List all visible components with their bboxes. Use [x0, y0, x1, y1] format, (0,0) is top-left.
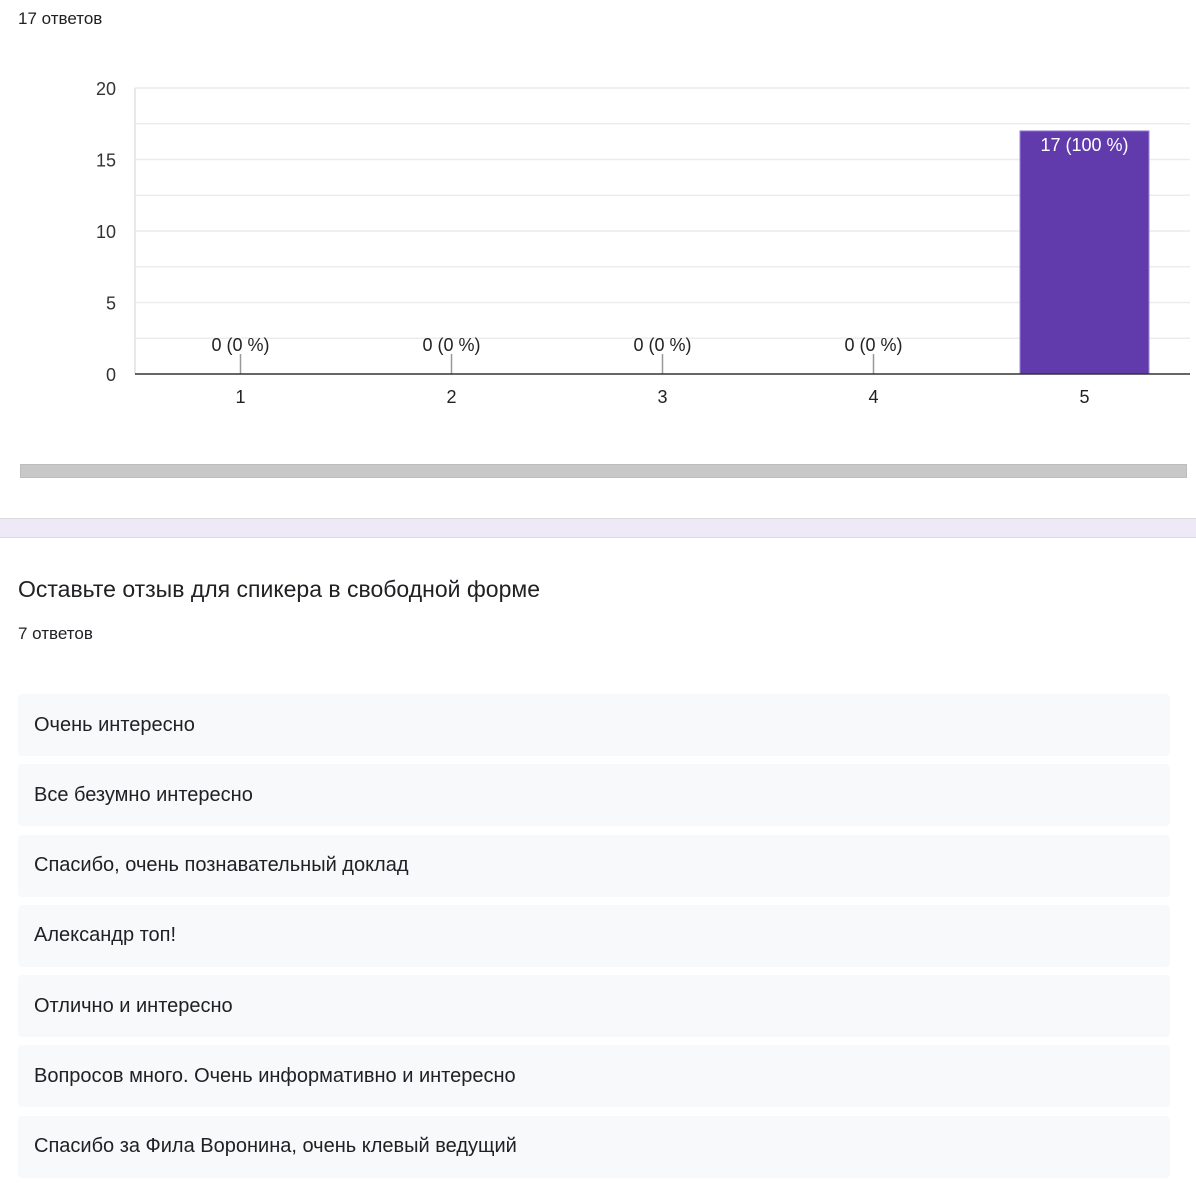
y-tick-label: 15 — [96, 151, 116, 171]
data-label: 0 (0 %) — [211, 335, 269, 355]
x-tick-label: 4 — [868, 387, 878, 407]
bar-chart: 0 5 10 15 20 0 (0 %) 1 0 (0 %) 2 0 (0 %) 3 0 (0 %) 4… — [96, 79, 1190, 407]
y-tick-label: 20 — [96, 79, 116, 99]
x-tick-label: 2 — [446, 387, 456, 407]
data-label: 0 (0 %) — [422, 335, 480, 355]
response-item: Очень интересно — [18, 694, 1170, 756]
y-tick-label: 10 — [96, 222, 116, 242]
question-response-count: 7 ответов — [18, 624, 93, 643]
horizontal-scrollbar[interactable] — [20, 464, 1187, 478]
data-label: 0 (0 %) — [633, 335, 691, 355]
section-divider — [0, 518, 1196, 538]
data-label: 17 (100 %) — [1040, 135, 1128, 155]
x-tick-label: 1 — [235, 387, 245, 407]
response-item: Все безумно интересно — [18, 764, 1170, 827]
y-tick-label: 0 — [106, 365, 116, 385]
x-tick-label: 3 — [657, 387, 667, 407]
response-item: Александр топ! — [18, 904, 1170, 967]
response-count: 17 ответов — [18, 9, 103, 28]
response-item: Вопросов много. Очень информативно и инт… — [18, 1045, 1170, 1108]
y-tick-label: 5 — [106, 294, 116, 314]
data-label: 0 (0 %) — [844, 335, 902, 355]
x-tick-label: 5 — [1079, 387, 1089, 407]
response-item: Спасибо за Фила Воронина, очень клевый в… — [18, 1115, 1170, 1178]
response-item: Спасибо, очень познавательный доклад — [18, 834, 1170, 897]
response-item: Отлично и интересно — [18, 975, 1170, 1038]
bar — [1019, 130, 1150, 375]
responses-list: Очень интересно Все безумно интересно Сп… — [18, 694, 1170, 1186]
question-title: Оставьте отзыв для спикера в свободной ф… — [18, 576, 540, 602]
